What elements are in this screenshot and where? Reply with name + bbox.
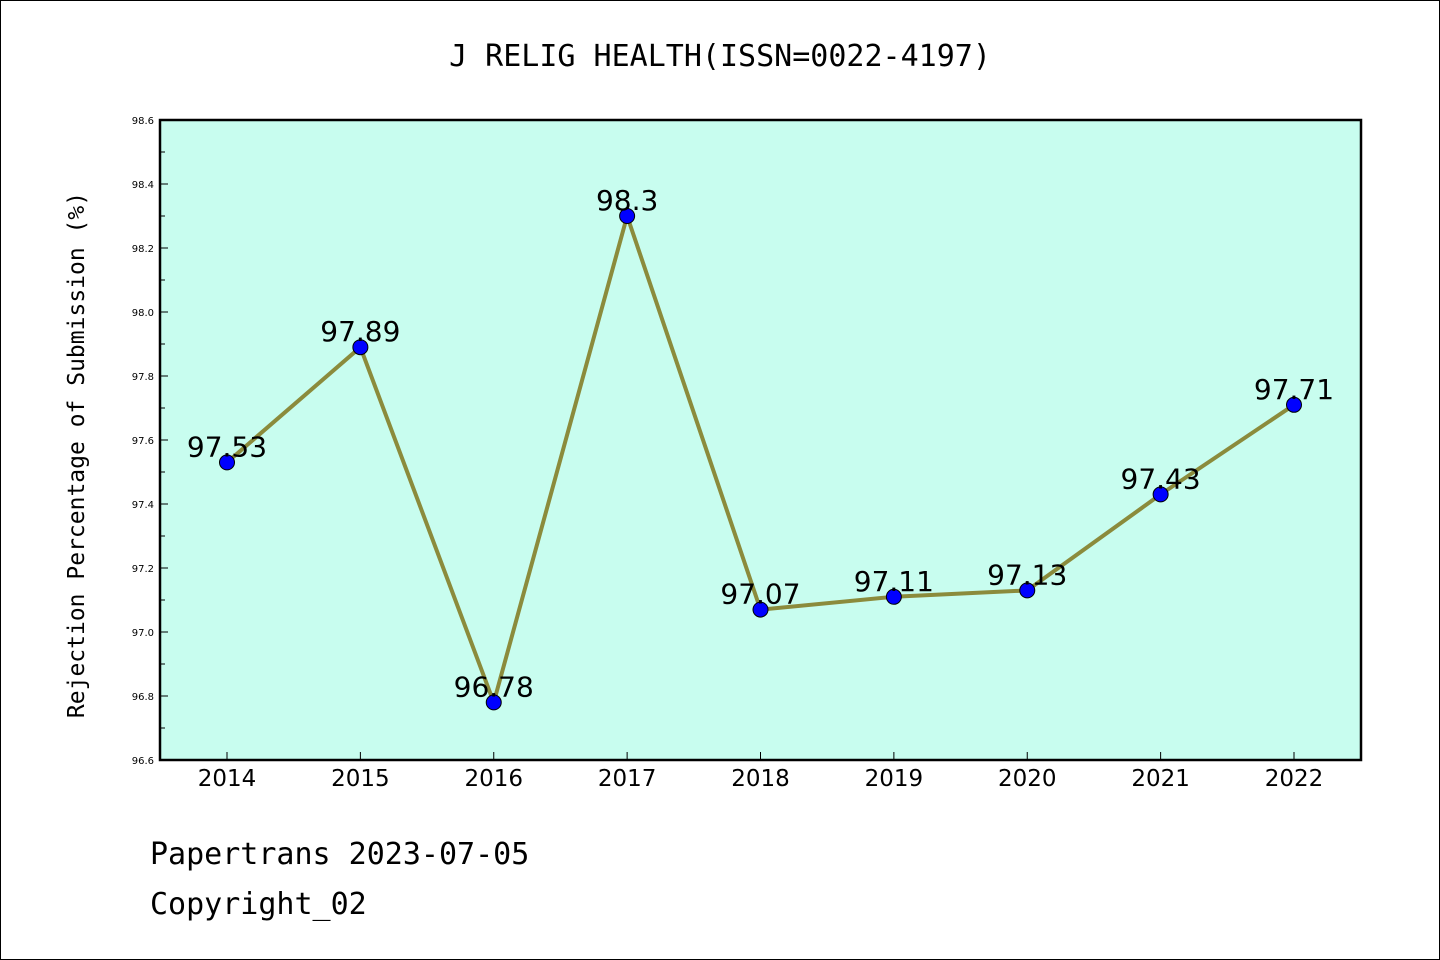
- y-tick-label: 97.8: [132, 372, 154, 383]
- footer-copyright-text: Copyright_02: [150, 887, 367, 922]
- data-point: [1286, 396, 1302, 413]
- y-tick-label: 97.4: [132, 500, 154, 511]
- y-tick-label: 98.0: [132, 308, 154, 319]
- data-labels: 97.53 97.89 96.78 98.3 97.07 97.11 97.13 97.43 9…: [187, 184, 1334, 703]
- data-label: 97.53: [187, 430, 267, 463]
- data-label: 97.71: [1254, 373, 1334, 406]
- data-label: 96.78: [454, 670, 534, 703]
- x-tick-label: 2019: [865, 766, 924, 792]
- x-tick-label: 2017: [598, 766, 657, 792]
- y-tick-label: 97.6: [132, 436, 154, 447]
- x-tick-label: 2018: [731, 766, 790, 792]
- chart-title: J RELIG HEALTH(ISSN=0022-4197): [449, 39, 991, 74]
- y-tick-label: 97.2: [132, 564, 154, 575]
- x-tick-label: 2021: [1131, 766, 1190, 792]
- y-tick-label: 96.6: [132, 756, 154, 767]
- y-tick-label: 96.8: [132, 692, 154, 703]
- x-axis: 2014 2015 2016 2017 2018 2019 2020 2021 2022: [198, 752, 1324, 792]
- data-label: 97.43: [1121, 462, 1201, 495]
- y-tick-label: 98.6: [132, 116, 154, 127]
- data-point: [619, 208, 636, 224]
- data-point: [885, 588, 902, 605]
- data-points: [219, 208, 1302, 711]
- y-tick-label: 98.4: [132, 180, 154, 191]
- data-label: 97.07: [720, 578, 800, 611]
- x-tick-label: 2014: [198, 766, 257, 792]
- data-point: [352, 339, 369, 356]
- y-axis-label: Rejection Percentage of Submission (%): [64, 192, 90, 718]
- x-tick-label: 2022: [1265, 766, 1324, 792]
- data-label: 97.11: [854, 565, 934, 598]
- data-label: 98.3: [596, 184, 658, 217]
- plot-area: [158, 118, 1363, 762]
- footer-date-text: Papertrans 2023-07-05: [150, 837, 529, 872]
- data-label: 97.13: [987, 558, 1067, 591]
- y-tick-label: 97.0: [132, 628, 154, 639]
- x-tick-label: 2015: [331, 766, 390, 792]
- x-tick-label: 2016: [464, 766, 523, 792]
- y-tick-label: 98.2: [132, 244, 154, 255]
- data-label: 97.89: [320, 315, 400, 348]
- data-point: [752, 601, 769, 618]
- data-point: [1019, 582, 1036, 599]
- x-tick-label: 2020: [998, 766, 1057, 792]
- y-axis: 96.6 96.8 97.0 97.2 97.4 97.6 97.8 98.0 98.2 98.4…: [132, 116, 168, 767]
- data-point: [1152, 486, 1169, 503]
- data-point: [485, 694, 502, 711]
- data-point: [219, 454, 235, 471]
